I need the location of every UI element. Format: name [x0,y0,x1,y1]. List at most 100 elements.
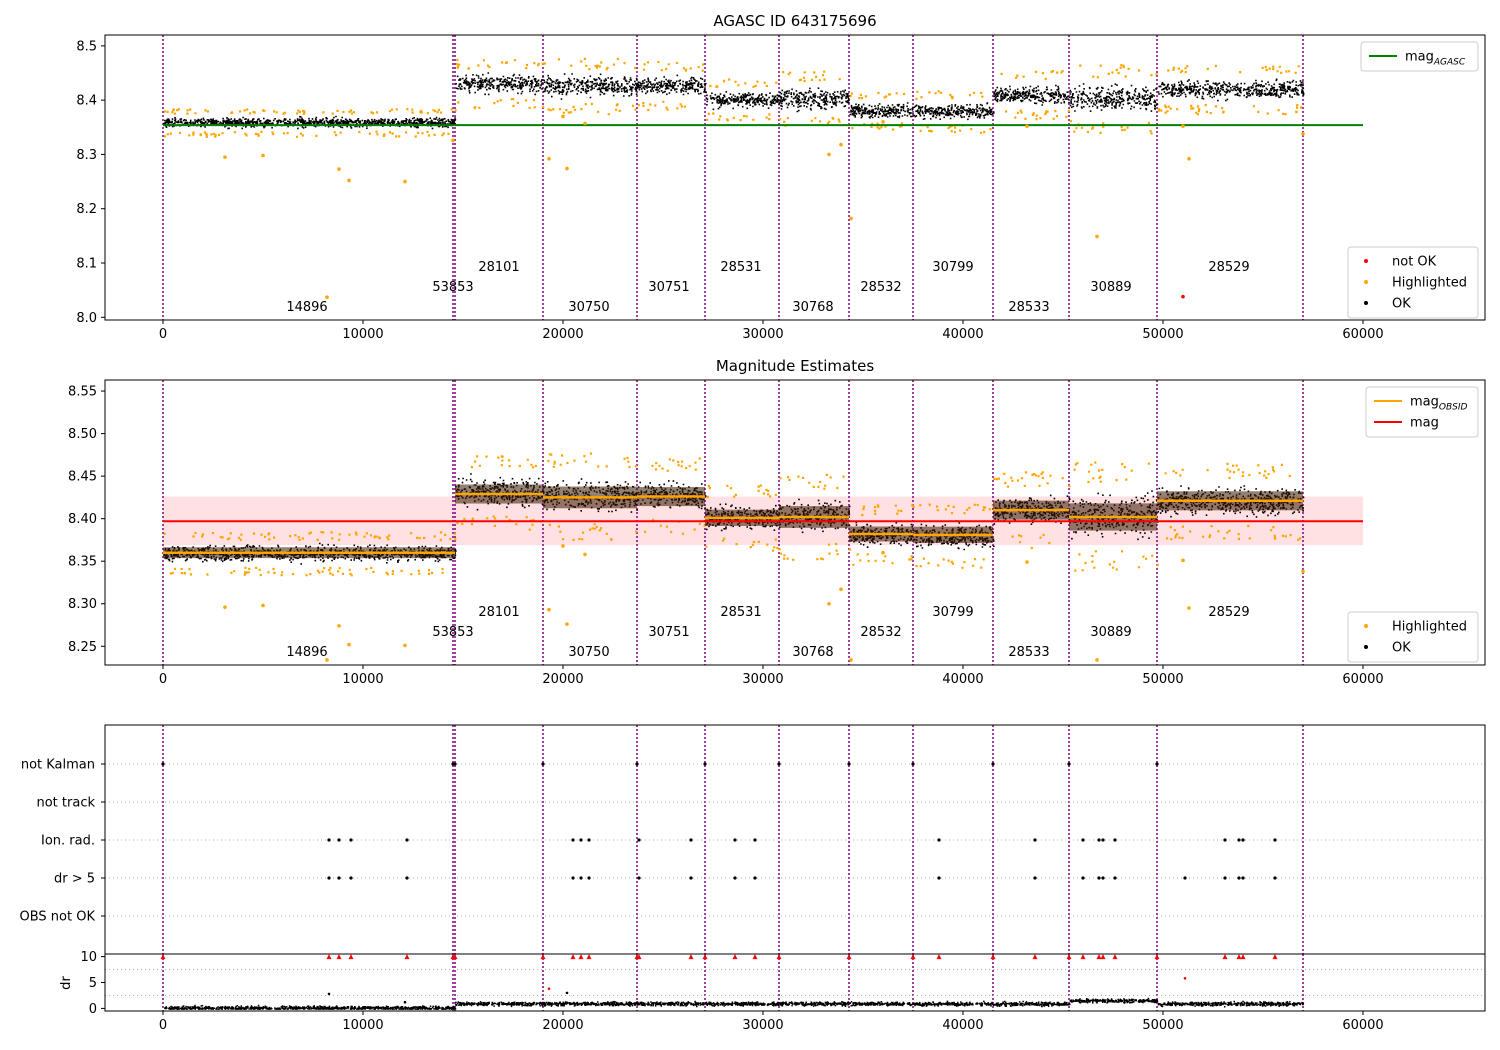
panel3-flag-point [161,762,165,766]
panel2-highlighted-point [337,624,341,628]
panel1-highlighted-point [1187,156,1191,161]
panel2-obsid-label: 28101 [478,605,519,620]
panel1-highlighted-fringe [163,57,1303,138]
panel4-clipped-marker [404,954,410,960]
panel4-clipped-marker [732,954,738,960]
panel4-clipped-marker [1236,954,1242,960]
panel1-highlighted-point [881,120,885,124]
panel2-obsid-label: 30889 [1090,625,1131,640]
panel2-xtick-label: 10000 [342,672,383,687]
panel4-clipped-marker [348,954,354,960]
panel4-clipped-marker [452,954,458,960]
panel4-clipped-marker [1096,954,1102,960]
panel1-not-ok-point [1181,294,1185,299]
panel2-highlighted-point [325,658,329,662]
panel3-flag-point [1183,876,1187,880]
panel1-highlighted-point [849,216,853,221]
panel4-clipped-marker [336,954,342,960]
panel3-flag-point [327,876,331,880]
panel2-highlighted-point [223,605,227,609]
panel1-highlighted-point [547,156,551,161]
panel4-clipped-marker [846,954,852,960]
panel3-flag-point [1097,838,1101,842]
panel3-flag-point [1081,838,1085,842]
panel1-frame [104,34,1486,321]
panel4-clipped-marker [636,954,642,960]
panel3-flag-point [847,762,851,766]
panel2-ytick-label: 8.35 [68,555,97,570]
panel2-highlighted-point [1301,569,1305,574]
panel1-obsid-label: 14896 [286,300,327,315]
panel3-flag-point [1223,838,1227,842]
panel1-obsid-label: 30768 [792,300,833,315]
panel2-highlighted-point [403,643,407,648]
panel2-obsid-label: 28531 [720,605,761,620]
panel2-highlighted-point [583,552,587,557]
panel2-highlighted-point [839,587,843,592]
panel3-flag-point [1223,876,1227,880]
panel1-obsid-label: 28533 [1008,300,1049,315]
flags-panel: not Kalman not track Ion. rad. dr > 5 OBS no… [20,724,1486,955]
panel1-highlighted-point [261,153,265,158]
panel4-outlier-point [547,987,551,991]
panel2-ytick-label: 8.55 [68,385,97,400]
panel2-top-legend-label: magOBSID [1410,395,1468,413]
panel4-clipped-marker [1240,954,1246,960]
agasc-magnitude-panel: AGASC ID 643175696 14896 53853 28101 30750 3… [76,12,1486,342]
panel4-xtick-label: 30000 [742,1018,783,1033]
panel2-xtick-label: 60000 [1342,672,1383,687]
panel4-clipped-marker [1154,954,1160,960]
panel4-clipped-marker [702,954,708,960]
panel3-flag-point [911,762,915,766]
panel4-xtick-label: 50000 [1142,1018,1183,1033]
panel1-highlighted-point [1301,132,1305,136]
panel2-highlighted-point [561,544,565,548]
panel4-clipped-marker [990,954,996,960]
panel3-flag-point [571,838,575,842]
panel1-obsid-label: 53853 [432,280,473,295]
panel4-outlier-point [327,992,331,996]
panel3-flag-point [337,876,341,880]
panel2-highlighted-point [849,658,853,662]
panel4-clipped-marker [326,954,332,960]
panel3-flag-point [405,876,409,880]
panel3-flag-point [689,838,693,842]
panel2-xtick-label: 40000 [942,672,983,687]
panel1-obsid-label: 30889 [1090,280,1131,295]
panel1-ytick-label: 8.3 [76,148,97,163]
panel1-highlighted-point [561,114,565,119]
panel2-highlighted-point [347,642,351,647]
panel4-clipped-marker [1080,954,1086,960]
panel1-highlighted-point [1181,124,1185,128]
panel4-xtick-label: 0 [159,1018,167,1033]
panel1-ytick-label: 8.2 [76,202,97,217]
panel1-highlighted-point [1095,234,1099,239]
panel4-outlier-point [565,991,569,995]
panel4-clipped-marker [1032,954,1038,960]
panel3-flag-point [1273,838,1277,842]
panel3-flag-point [1097,876,1101,880]
panel1-obsid-label: 30751 [648,280,689,295]
panel1-bottom-legend-box [1347,246,1479,319]
panel2-ytick-label: 8.40 [68,512,97,527]
panel2-frame [104,379,1486,666]
panel1-highlighted-point [583,121,587,126]
panel2-bottom-legend-marker [1364,645,1368,649]
panel2-highlighted-point [1181,558,1185,563]
panel2-bottom-legend-marker [1364,624,1368,628]
panel1-xtick-label: 0 [159,327,167,342]
panel3-category-label: dr > 5 [54,872,95,887]
panel3-flag-point [1241,838,1245,842]
panel1-highlighted-point [839,142,843,147]
panel3-flag-point [637,876,641,880]
panel1-xtick-label: 60000 [1342,327,1383,342]
panel2-bottom-legend-text: Highlighted [1392,620,1467,635]
panel2-title: Magnitude Estimates [716,357,874,375]
panel3-flag-point [689,876,693,880]
panel4-clipped-marker [688,954,694,960]
panel2-top-legend-label: mag [1410,416,1439,431]
panel4-clipped-marker [160,954,166,960]
panel1-obsid-label: 28101 [478,260,519,275]
panel4-xtick-label: 60000 [1342,1018,1383,1033]
